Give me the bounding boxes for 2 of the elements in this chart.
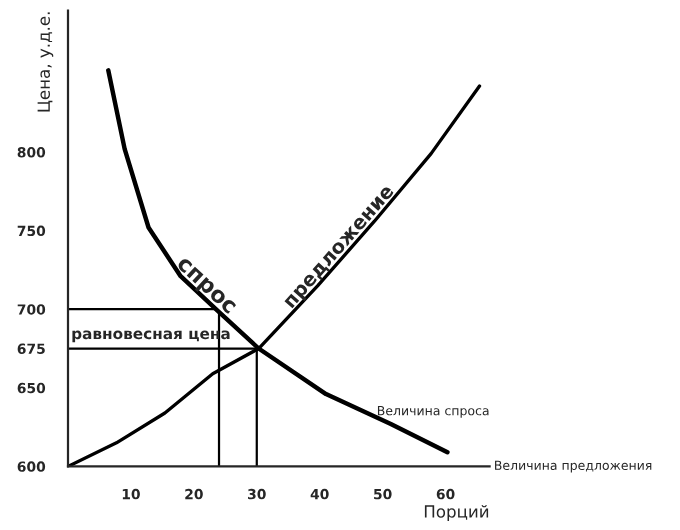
y-axis-title: Цена, у.д.е.: [37, 12, 54, 112]
x-axis-title: Порций: [424, 504, 489, 521]
